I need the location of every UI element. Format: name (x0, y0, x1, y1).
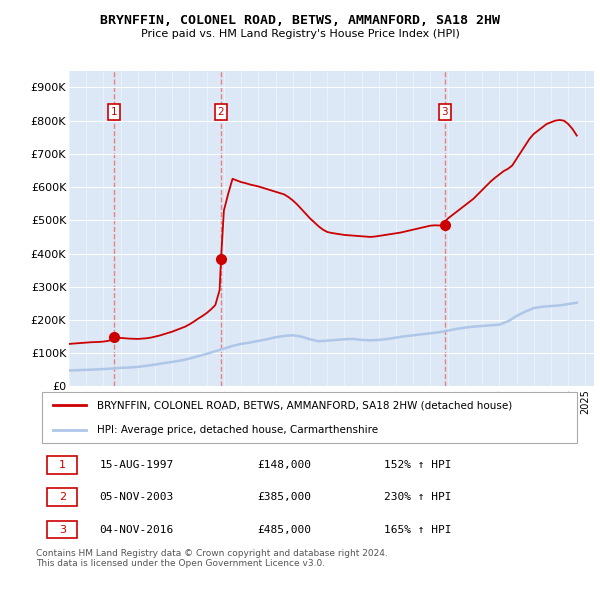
FancyBboxPatch shape (47, 455, 77, 474)
Text: 3: 3 (442, 107, 448, 117)
Text: Price paid vs. HM Land Registry's House Price Index (HPI): Price paid vs. HM Land Registry's House … (140, 30, 460, 39)
Text: 2: 2 (59, 492, 66, 502)
Text: 2: 2 (218, 107, 224, 117)
Text: 1: 1 (59, 460, 66, 470)
Text: BRYNFFIN, COLONEL ROAD, BETWS, AMMANFORD, SA18 2HW (detached house): BRYNFFIN, COLONEL ROAD, BETWS, AMMANFORD… (97, 400, 512, 410)
Text: £485,000: £485,000 (257, 525, 311, 535)
Text: BRYNFFIN, COLONEL ROAD, BETWS, AMMANFORD, SA18 2HW: BRYNFFIN, COLONEL ROAD, BETWS, AMMANFORD… (100, 14, 500, 27)
FancyBboxPatch shape (47, 488, 77, 506)
Text: 230% ↑ HPI: 230% ↑ HPI (384, 492, 451, 502)
Text: 1: 1 (111, 107, 118, 117)
FancyBboxPatch shape (41, 392, 577, 442)
Text: Contains HM Land Registry data © Crown copyright and database right 2024.
This d: Contains HM Land Registry data © Crown c… (36, 549, 388, 568)
Text: £385,000: £385,000 (257, 492, 311, 502)
Text: 152% ↑ HPI: 152% ↑ HPI (384, 460, 451, 470)
Text: 04-NOV-2016: 04-NOV-2016 (100, 525, 174, 535)
Text: 165% ↑ HPI: 165% ↑ HPI (384, 525, 451, 535)
Text: £148,000: £148,000 (257, 460, 311, 470)
FancyBboxPatch shape (47, 520, 77, 539)
Text: HPI: Average price, detached house, Carmarthenshire: HPI: Average price, detached house, Carm… (97, 425, 378, 435)
Text: 05-NOV-2003: 05-NOV-2003 (100, 492, 174, 502)
Text: 3: 3 (59, 525, 66, 535)
Text: 15-AUG-1997: 15-AUG-1997 (100, 460, 174, 470)
